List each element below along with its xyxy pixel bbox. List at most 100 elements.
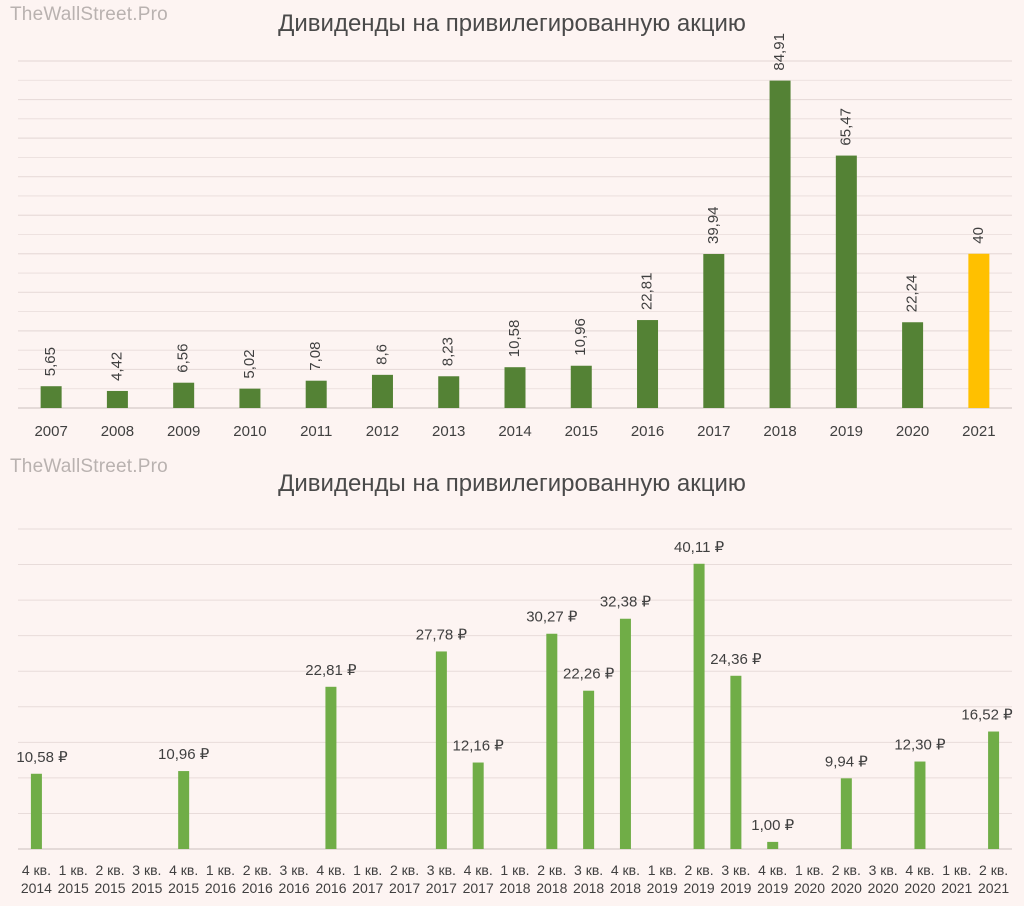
x-tick-quarter-2кв-2017: 2 кв.	[390, 862, 419, 878]
x-tick-2017: 2017	[697, 423, 730, 440]
x-tick-quarter-1кв-2020: 1 кв.	[795, 862, 824, 878]
bar-4кв-2014	[30, 773, 42, 849]
x-tick-quarter-3кв-2019: 3 кв.	[721, 862, 750, 878]
data-label-2кв-2018: 30,27 ₽	[526, 609, 578, 626]
x-tick-quarter-3кв-2018: 3 кв.	[574, 862, 603, 878]
data-label-2010: 5,02	[241, 349, 258, 378]
x-tick-2010: 2010	[233, 423, 266, 440]
bar-2017	[703, 254, 725, 408]
x-tick-year-4кв-2015: 2015	[168, 880, 199, 896]
x-tick-quarter-3кв-2020: 3 кв.	[869, 862, 898, 878]
bar-2019	[835, 155, 857, 408]
x-tick-year-2кв-2020: 2020	[831, 880, 862, 896]
x-tick-year-4кв-2016: 2016	[315, 880, 346, 896]
x-tick-year-4кв-2020: 2020	[904, 880, 935, 896]
quarterly-dividends-chart: TheWallStreet.Pro Дивиденды на привилеги…	[0, 452, 1024, 906]
x-tick-quarter-4кв-2017: 4 кв.	[464, 862, 493, 878]
x-tick-year-1кв-2017: 2017	[352, 880, 383, 896]
data-label-4кв-2018: 32,38 ₽	[600, 594, 652, 611]
x-tick-year-2кв-2017: 2017	[389, 880, 420, 896]
x-tick-year-3кв-2017: 2017	[426, 880, 457, 896]
data-label-2кв-2019: 40,11 ₽	[674, 539, 725, 556]
bar-3кв-2017	[435, 651, 447, 849]
bar-4кв-2016	[325, 686, 337, 849]
x-tick-quarter-2кв-2015: 2 кв.	[95, 862, 124, 878]
data-label-2кв-2021: 16,52 ₽	[961, 707, 1013, 724]
bar-2кв-2021	[988, 731, 1000, 849]
annual-chart-plot: 5,65 2007 4,42 2008 6,56 2009 5,02 2010 7,08 2011…	[18, 33, 1012, 440]
x-tick-year-3кв-2020: 2020	[868, 880, 899, 896]
x-tick-year-4кв-2017: 2017	[463, 880, 494, 896]
x-tick-year-2кв-2015: 2015	[94, 880, 125, 896]
x-tick-year-1кв-2019: 2019	[647, 880, 678, 896]
bar-3кв-2018	[583, 690, 595, 849]
gridlines	[18, 528, 1012, 814]
x-tick-year-3кв-2019: 2019	[720, 880, 751, 896]
bar-2011	[305, 380, 327, 408]
x-tick-quarter-3кв-2015: 3 кв.	[132, 862, 161, 878]
x-tick-quarter-4кв-2016: 4 кв.	[316, 862, 345, 878]
quarterly-chart-plot: 10,58 ₽ 4 кв. 2014 1 кв. 2015 2 кв. 2015 3 кв. 2…	[16, 528, 1013, 896]
data-label-4кв-2015: 10,96 ₽	[158, 746, 210, 763]
x-tick-quarter-2кв-2020: 2 кв.	[832, 862, 861, 878]
x-tick-quarter-4кв-2020: 4 кв.	[905, 862, 934, 878]
bar-2021	[968, 253, 990, 408]
bar-3кв-2019	[730, 675, 742, 849]
bar-2020	[902, 322, 924, 408]
x-tick-year-4кв-2018: 2018	[610, 880, 641, 896]
x-tick-2014: 2014	[498, 423, 531, 440]
x-tick-year-1кв-2021: 2021	[941, 880, 972, 896]
x-tick-2013: 2013	[432, 423, 465, 440]
x-tick-quarter-4кв-2018: 4 кв.	[611, 862, 640, 878]
x-tick-2009: 2009	[167, 423, 200, 440]
x-tick-quarter-1кв-2018: 1 кв.	[500, 862, 529, 878]
x-tick-year-4кв-2019: 2019	[757, 880, 788, 896]
x-tick-quarter-1кв-2017: 1 кв.	[353, 862, 382, 878]
x-tick-2011: 2011	[300, 423, 332, 440]
x-tick-year-1кв-2020: 2020	[794, 880, 825, 896]
data-label-2021: 40	[970, 227, 987, 244]
bar-4кв-2019	[767, 841, 779, 849]
data-label-2019: 65,47	[837, 108, 854, 146]
x-tick-year-3кв-2016: 2016	[279, 880, 310, 896]
x-tick-quarter-4кв-2015: 4 кв.	[169, 862, 198, 878]
bar-2008	[106, 390, 128, 408]
data-label-2011: 7,08	[307, 341, 324, 370]
x-tick-2019: 2019	[830, 423, 863, 440]
bar-2010	[239, 388, 261, 408]
x-tick-year-2кв-2021: 2021	[978, 880, 1009, 896]
data-label-2018: 84,91	[771, 33, 788, 71]
data-label-2017: 39,94	[705, 206, 722, 244]
data-label-2014: 10,58	[506, 320, 523, 358]
bar-4кв-2018	[619, 618, 631, 849]
data-label-4кв-2014: 10,58 ₽	[16, 749, 68, 766]
x-tick-quarter-2кв-2018: 2 кв.	[537, 862, 566, 878]
x-tick-year-2кв-2016: 2016	[242, 880, 273, 896]
bar-4кв-2017	[472, 762, 484, 849]
bar-2012	[371, 374, 393, 408]
x-tick-year-1кв-2018: 2018	[499, 880, 530, 896]
data-label-4кв-2019: 1,00 ₽	[751, 817, 794, 834]
x-tick-year-3кв-2015: 2015	[131, 880, 162, 896]
x-tick-2021: 2021	[962, 423, 995, 440]
watermark: TheWallStreet.Pro	[10, 4, 168, 25]
x-tick-2018: 2018	[763, 423, 796, 440]
x-tick-2015: 2015	[565, 423, 598, 440]
x-tick-2012: 2012	[366, 423, 399, 440]
bar-2кв-2018	[546, 633, 558, 849]
bar-2018	[769, 80, 791, 408]
x-tick-quarter-3кв-2016: 3 кв.	[280, 862, 309, 878]
data-label-3кв-2017: 27,78 ₽	[416, 626, 468, 643]
data-label-2016: 22,81	[639, 273, 656, 311]
x-tick-quarter-4кв-2019: 4 кв.	[758, 862, 787, 878]
x-tick-quarter-1кв-2021: 1 кв.	[942, 862, 971, 878]
x-tick-year-4кв-2014: 2014	[21, 880, 52, 896]
bar-2014	[504, 367, 526, 408]
x-tick-2008: 2008	[101, 423, 134, 440]
x-tick-quarter-2кв-2019: 2 кв.	[685, 862, 714, 878]
data-label-3кв-2018: 22,26 ₽	[563, 666, 615, 683]
bar-4кв-2015	[178, 771, 190, 849]
x-tick-quarter-2кв-2021: 2 кв.	[979, 862, 1008, 878]
x-tick-quarter-1кв-2016: 1 кв.	[206, 862, 235, 878]
bar-2016	[637, 320, 659, 408]
